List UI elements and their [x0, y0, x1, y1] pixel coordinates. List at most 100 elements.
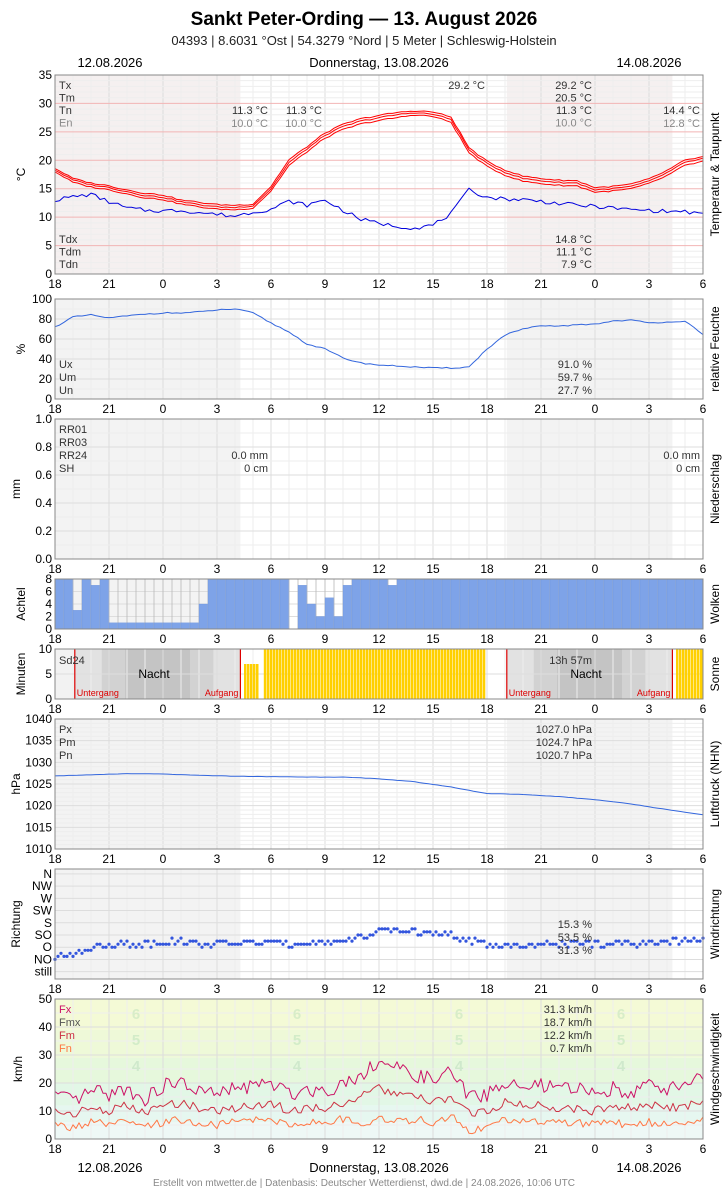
wind-dir-point	[428, 930, 432, 934]
x-tick-label: 0	[592, 702, 599, 716]
wind-dir-point	[239, 942, 243, 946]
x-tick-label: 15	[426, 982, 440, 996]
y-tick-label: 0	[45, 692, 52, 706]
sun-bar	[697, 649, 700, 699]
value-tn-day3: 14.4 °C	[663, 105, 700, 117]
y-tick-label: NW	[32, 879, 53, 893]
x-tick-label: 3	[214, 402, 221, 416]
sun-bar	[464, 649, 468, 699]
value-tx-peak: 29.2 °C	[448, 80, 485, 92]
panel-right-label: Windrichtung	[708, 889, 722, 959]
sun-bar	[407, 649, 411, 699]
wind-dir-point	[575, 939, 579, 943]
sun-bar	[244, 664, 247, 699]
wind-dir-point	[248, 939, 252, 943]
x-tick-label: 0	[160, 852, 167, 866]
cloud-bar	[423, 578, 434, 630]
cloud-bar	[180, 622, 191, 630]
cloud-bar	[108, 622, 119, 630]
wind-dir-point	[674, 936, 678, 940]
cloud-bar	[297, 585, 308, 630]
y-tick-label: N	[43, 867, 52, 881]
wind-dir-point	[563, 942, 567, 946]
x-tick-label: 9	[322, 632, 329, 646]
x-tick-label: 21	[534, 562, 548, 576]
x-tick-label: 6	[700, 1142, 707, 1156]
wind-dir-point	[326, 939, 330, 943]
wind-dir-point	[134, 945, 138, 949]
cloud-bar	[360, 578, 371, 630]
cloud-bar	[675, 578, 686, 630]
cloud-bar	[225, 578, 236, 630]
x-tick-label: 0	[592, 277, 599, 291]
value-fm: 12.2 km/h	[544, 1030, 592, 1042]
wind-dir-point	[359, 933, 363, 937]
wind-dir-point	[125, 939, 129, 943]
wind-dir-point	[65, 954, 69, 959]
legend-Tn: Tn	[59, 105, 72, 117]
x-tick-label: 0	[592, 402, 599, 416]
wind-dir-point	[440, 933, 444, 937]
x-tick-label: 0	[160, 982, 167, 996]
wind-dir-point	[509, 945, 513, 949]
wind-dir-point	[314, 942, 318, 946]
wind-dir-point	[485, 945, 489, 949]
wind-dir-point	[194, 939, 198, 943]
x-tick-label: 21	[534, 632, 548, 646]
cloud-bar	[684, 578, 695, 630]
wind-dir-point	[476, 939, 480, 943]
sun-bar	[467, 649, 471, 699]
x-tick-label: 3	[646, 277, 653, 291]
wind-dir-point	[116, 942, 120, 946]
wind-dir-point	[533, 945, 537, 949]
sun-bar	[377, 649, 381, 699]
x-tick-label: 3	[214, 702, 221, 716]
legend-Px: Px	[59, 724, 72, 736]
cloud-bar	[216, 578, 227, 630]
night-shade	[55, 869, 241, 979]
value-sh-day1: 0 cm	[244, 463, 268, 475]
sun-bar	[296, 649, 300, 699]
series-tm	[54, 112, 704, 209]
wind-dir-point	[404, 930, 408, 934]
x-tick-label: 3	[646, 632, 653, 646]
sun-bar	[691, 649, 694, 699]
x-tick-label: 21	[102, 852, 116, 866]
sun-bar	[365, 649, 369, 699]
x-tick-label: 6	[268, 852, 275, 866]
x-tick-label: 9	[322, 562, 329, 576]
beaufort-4: 4	[132, 1058, 141, 1075]
legend-Tdn: Tdn	[59, 259, 78, 271]
wind-dir-point	[206, 942, 210, 946]
wind-dir-point	[410, 927, 414, 931]
wind-dir-point	[566, 945, 570, 949]
beaufort-4: 4	[293, 1058, 302, 1075]
sun-bar	[253, 664, 256, 699]
sun-bar	[311, 649, 315, 699]
wind-dir-point	[137, 942, 141, 946]
x-tick-label: 0	[592, 562, 599, 576]
wind-dir-point	[668, 942, 672, 946]
wind-dir-point	[173, 942, 177, 946]
wind-dir-point	[128, 945, 132, 949]
x-tick-label: 21	[102, 277, 116, 291]
sunset-label-2: Untergang	[509, 688, 551, 698]
cloud-bar	[315, 616, 326, 630]
y-axis-label: °C	[14, 167, 28, 181]
x-tick-label: 3	[214, 632, 221, 646]
wind-dir-point	[74, 951, 78, 955]
value-en-day2: 10.0 °C	[555, 118, 592, 130]
cloud-bar	[189, 622, 200, 630]
wind-dir-point	[101, 945, 105, 949]
cloud-bar	[144, 622, 155, 630]
cloud-bar	[549, 578, 560, 630]
legend-SH: SH	[59, 463, 74, 475]
sun-bar	[362, 649, 366, 699]
wind-dir-point	[548, 942, 552, 946]
wind-dir-point	[650, 939, 654, 943]
y-tick-label: S	[44, 916, 52, 930]
x-tick-label: 3	[646, 982, 653, 996]
legend-Fm: Fm	[59, 1030, 75, 1042]
wind-dir-point	[98, 942, 102, 946]
